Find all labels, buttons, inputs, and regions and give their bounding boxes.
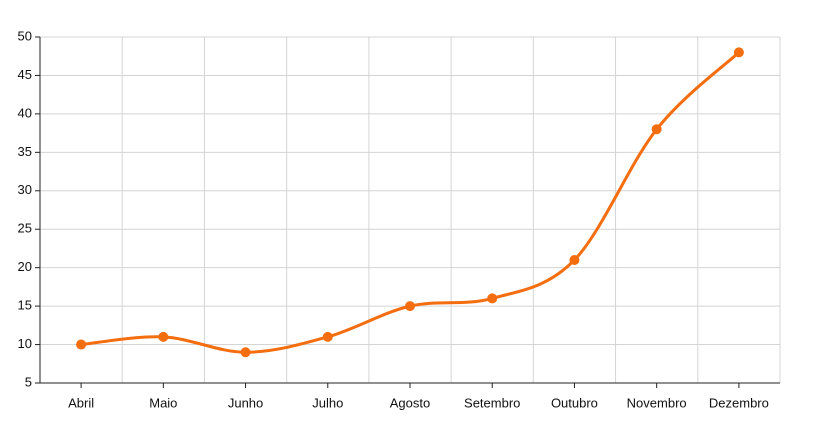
point	[322, 331, 333, 342]
x-tick-label: Abril	[68, 395, 94, 410]
point	[487, 293, 498, 304]
point	[651, 124, 662, 135]
y-tick-label: 15	[18, 298, 32, 313]
point	[76, 339, 87, 350]
point	[158, 331, 169, 342]
point	[405, 301, 415, 312]
x-tick-label: Novembro	[627, 395, 687, 410]
x-tick-label: Setembro	[464, 395, 520, 410]
y-tick-label: 20	[18, 259, 32, 274]
x-tick-label: Agosto	[390, 395, 430, 410]
y-tick-label: 30	[18, 182, 32, 197]
point	[240, 347, 251, 358]
y-tick-label: 10	[18, 336, 32, 351]
point	[569, 254, 580, 265]
y-tick-label: 40	[18, 105, 32, 120]
y-tick-label: 45	[18, 67, 32, 82]
y-tick-label: 25	[18, 221, 32, 236]
x-tick-label: Julho	[312, 395, 343, 410]
y-tick-label: 35	[18, 144, 32, 159]
x-tick-label: Outubro	[551, 395, 598, 410]
point	[733, 47, 744, 58]
y-tick-label: 50	[18, 28, 32, 43]
x-tick-label: Junho	[228, 395, 263, 410]
line	[80, 51, 740, 354]
y-tick-label: 5	[25, 374, 32, 389]
x-tick-label: Maio	[149, 395, 177, 410]
x-tick-label: Dezembro	[709, 395, 769, 410]
